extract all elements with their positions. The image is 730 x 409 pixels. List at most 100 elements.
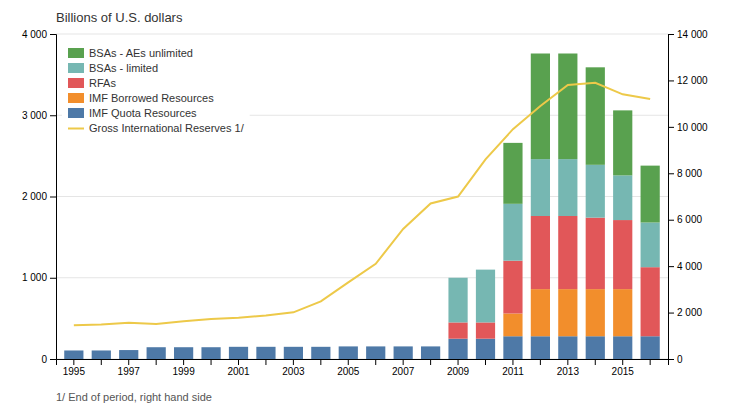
y2-tick: 12 000 xyxy=(668,75,708,86)
x-tick: 2005 xyxy=(337,359,360,377)
bar xyxy=(613,175,632,220)
x-tick: 2009 xyxy=(447,359,470,377)
bar xyxy=(256,347,275,359)
axis-line xyxy=(50,35,57,360)
legend-swatch xyxy=(68,63,84,73)
tick-mark xyxy=(156,359,157,365)
x-tick xyxy=(265,359,266,365)
tick-mark xyxy=(668,313,674,314)
bar xyxy=(448,339,467,359)
tick-label: 2009 xyxy=(447,366,470,377)
tick-mark xyxy=(458,359,459,365)
bar xyxy=(448,277,467,278)
bar xyxy=(366,346,385,359)
tick-mark xyxy=(50,359,56,360)
bar xyxy=(201,347,220,348)
y2-tick: 2 000 xyxy=(668,307,702,318)
x-tick: 1997 xyxy=(118,359,141,377)
tick-label: 3 000 xyxy=(22,110,47,121)
bar xyxy=(586,218,605,290)
bar xyxy=(119,350,138,351)
line xyxy=(74,83,650,326)
bar xyxy=(119,350,138,359)
bar xyxy=(531,159,550,216)
x-axis: 1995199719992001200320052007200920112013… xyxy=(57,359,669,377)
tick-mark xyxy=(320,359,321,365)
tick-mark xyxy=(50,278,56,279)
bar xyxy=(366,346,385,347)
grid xyxy=(56,34,668,359)
tick-mark xyxy=(128,359,129,365)
footnote: 1/ End of period, right hand side xyxy=(56,391,212,403)
tick-mark xyxy=(595,359,596,365)
bar xyxy=(558,159,577,216)
bar xyxy=(558,289,577,336)
bar xyxy=(64,350,83,351)
bar xyxy=(503,336,522,359)
bar xyxy=(394,346,413,347)
tick-mark xyxy=(101,359,102,365)
tick-label: 2015 xyxy=(612,366,635,377)
chart: 1995199719992001200320052007200920112013… xyxy=(0,0,730,409)
bar xyxy=(586,289,605,336)
legend-background xyxy=(62,40,250,142)
bar xyxy=(476,270,495,323)
tick-mark xyxy=(50,115,56,116)
tick-mark xyxy=(375,359,376,365)
tick-mark xyxy=(73,359,74,365)
tick-label: 2003 xyxy=(282,366,305,377)
tick-mark xyxy=(238,359,239,365)
bar xyxy=(558,336,577,359)
tick-mark xyxy=(622,359,623,365)
tick-mark xyxy=(293,359,294,365)
bar xyxy=(448,322,467,338)
bar xyxy=(92,350,111,351)
bar xyxy=(339,346,358,347)
legend-item: IMF Quota Resources xyxy=(68,107,197,119)
bar-series xyxy=(503,289,632,336)
legend-item: BSAs - AEs unlimited xyxy=(68,47,193,59)
bar-series xyxy=(448,159,659,322)
bar xyxy=(503,261,522,314)
bar xyxy=(394,346,413,347)
y2-tick: 14 000 xyxy=(668,29,708,40)
x-tick xyxy=(595,359,596,365)
bar xyxy=(311,346,330,347)
legend-swatch xyxy=(68,48,84,58)
bar xyxy=(92,350,111,351)
bar xyxy=(641,336,660,359)
bar xyxy=(147,347,166,359)
bar xyxy=(394,346,413,347)
tick-label: 1995 xyxy=(63,366,86,377)
x-tick: 2003 xyxy=(282,359,305,377)
tick-mark xyxy=(540,359,541,365)
bar xyxy=(119,350,138,351)
bar xyxy=(339,346,358,347)
bar xyxy=(256,346,275,347)
tick-label: 2001 xyxy=(227,366,250,377)
bar xyxy=(229,346,248,347)
bar xyxy=(201,347,220,359)
x-tick xyxy=(156,359,157,365)
axis-line xyxy=(57,360,669,366)
x-tick xyxy=(430,359,431,365)
legend-label: RFAs xyxy=(89,77,116,89)
legend-swatch xyxy=(68,93,84,103)
legend: BSAs - AEs unlimited BSAs - limited RFAs IM… xyxy=(62,40,250,142)
tick-label: 2007 xyxy=(392,366,415,377)
tick-label: 1997 xyxy=(118,366,141,377)
bar xyxy=(174,347,193,348)
tick-label: 8 000 xyxy=(677,168,702,179)
bar xyxy=(284,346,303,347)
legend-item: BSAs - limited xyxy=(68,62,158,74)
bar xyxy=(421,346,440,359)
bar xyxy=(229,346,248,347)
bar xyxy=(613,110,632,175)
y2-tick: 0 xyxy=(668,354,683,365)
tick-mark xyxy=(668,34,674,35)
tick-mark xyxy=(430,359,431,365)
tick-label: 4 000 xyxy=(22,29,47,40)
bar xyxy=(229,347,248,359)
bar xyxy=(284,346,303,347)
x-tick xyxy=(540,359,541,365)
